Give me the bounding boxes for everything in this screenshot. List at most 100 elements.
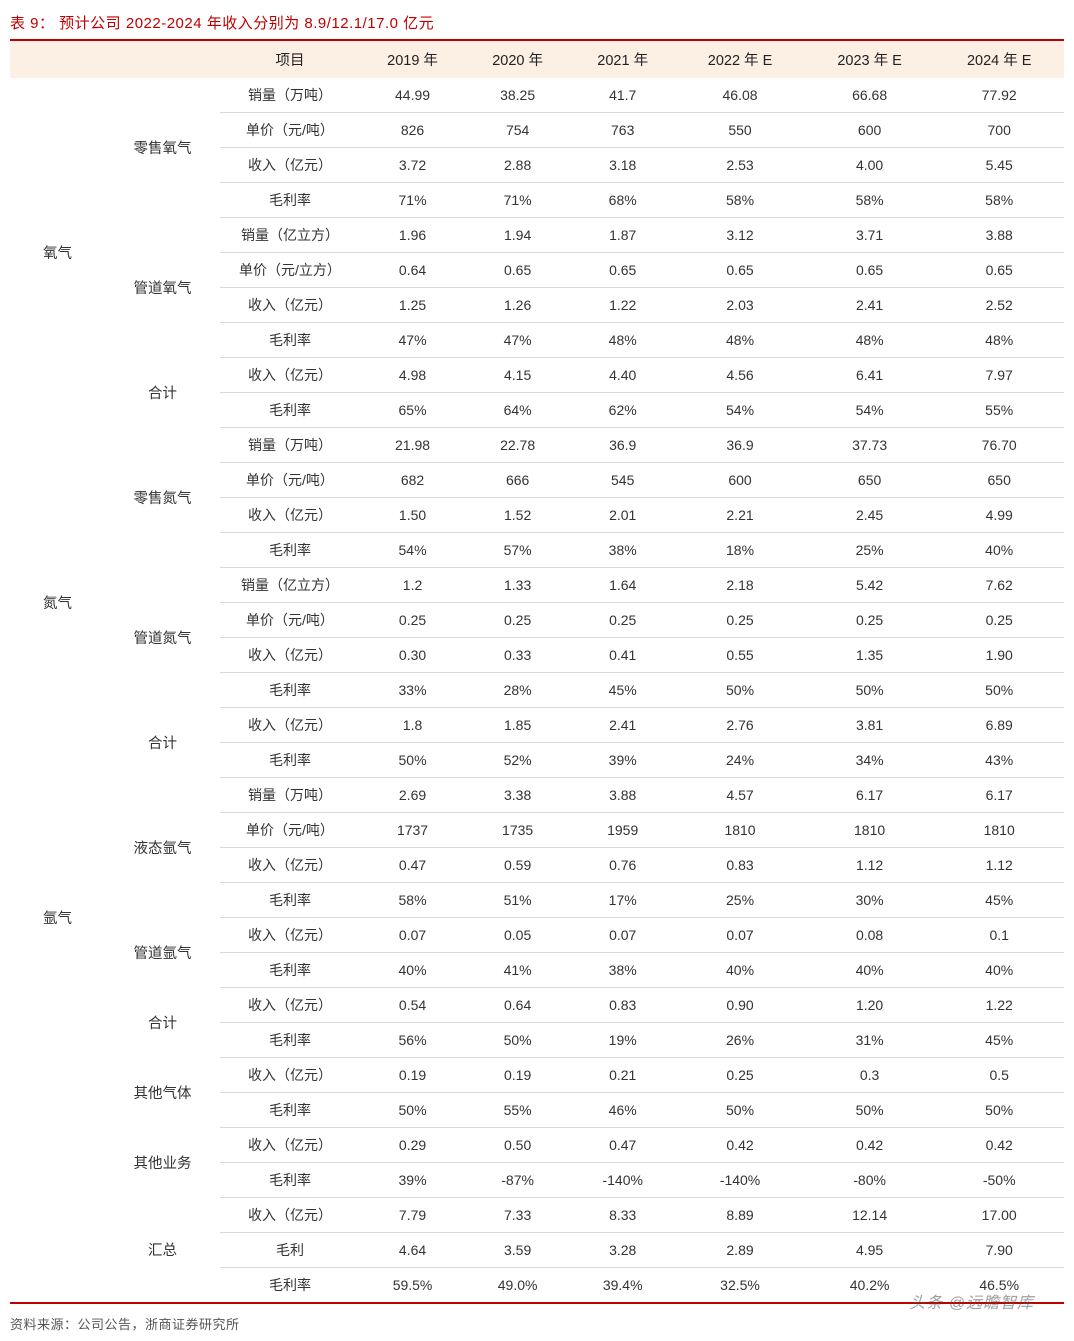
data-cell: 21.98 bbox=[360, 428, 465, 463]
data-cell: 0.65 bbox=[465, 253, 570, 288]
metric-label: 单价（元/立方） bbox=[220, 253, 360, 288]
data-cell: 0.19 bbox=[465, 1058, 570, 1093]
table-row: 氩气液态氩气销量（万吨）2.693.383.884.576.176.17 bbox=[10, 778, 1064, 813]
metric-label: 销量（万吨） bbox=[220, 428, 360, 463]
data-cell: 1.94 bbox=[465, 218, 570, 253]
metric-label: 收入（亿元） bbox=[220, 708, 360, 743]
data-cell: 52% bbox=[465, 743, 570, 778]
data-cell: 0.64 bbox=[360, 253, 465, 288]
data-cell: -80% bbox=[805, 1163, 935, 1198]
data-cell: 50% bbox=[360, 743, 465, 778]
metric-label: 收入（亿元） bbox=[220, 498, 360, 533]
data-cell: 650 bbox=[934, 463, 1064, 498]
data-cell: 0.25 bbox=[465, 603, 570, 638]
data-cell: 1.22 bbox=[570, 288, 675, 323]
data-cell: 4.40 bbox=[570, 358, 675, 393]
data-cell: 25% bbox=[675, 883, 805, 918]
metric-label: 毛利率 bbox=[220, 1163, 360, 1198]
data-cell: 2.01 bbox=[570, 498, 675, 533]
data-cell: 57% bbox=[465, 533, 570, 568]
data-cell: 0.08 bbox=[805, 918, 935, 953]
table-row: 氮气零售氮气销量（万吨）21.9822.7836.936.937.7376.70 bbox=[10, 428, 1064, 463]
data-cell: 6.89 bbox=[934, 708, 1064, 743]
data-cell: 0.42 bbox=[805, 1128, 935, 1163]
data-cell: 62% bbox=[570, 393, 675, 428]
metric-label: 毛利 bbox=[220, 1233, 360, 1268]
data-cell: 54% bbox=[805, 393, 935, 428]
data-cell: 47% bbox=[360, 323, 465, 358]
metric-label: 毛利率 bbox=[220, 1093, 360, 1128]
data-cell: 40% bbox=[675, 953, 805, 988]
data-cell: 682 bbox=[360, 463, 465, 498]
data-cell: 4.99 bbox=[934, 498, 1064, 533]
data-cell: 18% bbox=[675, 533, 805, 568]
data-cell: 22.78 bbox=[465, 428, 570, 463]
data-cell: 1959 bbox=[570, 813, 675, 848]
data-cell: 58% bbox=[805, 183, 935, 218]
data-cell: 39% bbox=[360, 1163, 465, 1198]
col-2022e: 2022 年 E bbox=[675, 40, 805, 78]
data-cell: 3.81 bbox=[805, 708, 935, 743]
data-cell: 2.03 bbox=[675, 288, 805, 323]
data-cell: 0.25 bbox=[934, 603, 1064, 638]
table-row: 合计收入（亿元）4.984.154.404.566.417.97 bbox=[10, 358, 1064, 393]
data-cell: 48% bbox=[934, 323, 1064, 358]
data-cell: 6.17 bbox=[805, 778, 935, 813]
data-cell: 31% bbox=[805, 1023, 935, 1058]
data-cell: 50% bbox=[360, 1093, 465, 1128]
data-cell: 0.55 bbox=[675, 638, 805, 673]
data-cell: 0.29 bbox=[360, 1128, 465, 1163]
data-cell: 3.18 bbox=[570, 148, 675, 183]
data-cell: 30% bbox=[805, 883, 935, 918]
data-cell: 2.41 bbox=[805, 288, 935, 323]
data-cell: 50% bbox=[934, 673, 1064, 708]
metric-label: 毛利率 bbox=[220, 323, 360, 358]
data-cell: 48% bbox=[805, 323, 935, 358]
col-2021: 2021 年 bbox=[570, 40, 675, 78]
forecast-table: 项目 2019 年 2020 年 2021 年 2022 年 E 2023 年 … bbox=[10, 39, 1064, 1304]
data-cell: 0.90 bbox=[675, 988, 805, 1023]
data-cell: 33% bbox=[360, 673, 465, 708]
metric-label: 收入（亿元） bbox=[220, 358, 360, 393]
data-cell: 1.50 bbox=[360, 498, 465, 533]
data-cell: 2.69 bbox=[360, 778, 465, 813]
data-cell: 39.4% bbox=[570, 1268, 675, 1304]
data-cell: 1.52 bbox=[465, 498, 570, 533]
metric-label: 毛利率 bbox=[220, 533, 360, 568]
table-source: 资料来源：公司公告，浙商证券研究所 bbox=[10, 1304, 1064, 1333]
category-level-2: 零售氧气 bbox=[105, 78, 220, 218]
data-cell: 17.00 bbox=[934, 1198, 1064, 1233]
data-cell: 763 bbox=[570, 113, 675, 148]
metric-label: 毛利率 bbox=[220, 393, 360, 428]
data-cell: 0.25 bbox=[675, 603, 805, 638]
data-cell: 38.25 bbox=[465, 78, 570, 113]
category-level-2: 零售氮气 bbox=[105, 428, 220, 568]
metric-label: 收入（亿元） bbox=[220, 848, 360, 883]
data-cell: 0.07 bbox=[675, 918, 805, 953]
data-cell: 7.97 bbox=[934, 358, 1064, 393]
data-cell: 4.57 bbox=[675, 778, 805, 813]
data-cell: 8.89 bbox=[675, 1198, 805, 1233]
data-cell: 666 bbox=[465, 463, 570, 498]
data-cell: 6.41 bbox=[805, 358, 935, 393]
data-cell: 25% bbox=[805, 533, 935, 568]
data-cell: 0.41 bbox=[570, 638, 675, 673]
data-cell: 8.33 bbox=[570, 1198, 675, 1233]
data-cell: 50% bbox=[465, 1023, 570, 1058]
col-2023e: 2023 年 E bbox=[805, 40, 935, 78]
data-cell: 0.25 bbox=[360, 603, 465, 638]
data-cell: 2.52 bbox=[934, 288, 1064, 323]
data-cell: 2.89 bbox=[675, 1233, 805, 1268]
data-cell: 3.28 bbox=[570, 1233, 675, 1268]
data-cell: 77.92 bbox=[934, 78, 1064, 113]
data-cell: 0.25 bbox=[805, 603, 935, 638]
data-cell: 0.64 bbox=[465, 988, 570, 1023]
data-cell: 1.90 bbox=[934, 638, 1064, 673]
data-cell: 2.53 bbox=[675, 148, 805, 183]
category-level-2: 其他业务 bbox=[105, 1128, 220, 1198]
data-cell: 0.50 bbox=[465, 1128, 570, 1163]
data-cell: 55% bbox=[465, 1093, 570, 1128]
data-cell: 0.21 bbox=[570, 1058, 675, 1093]
metric-label: 销量（亿立方） bbox=[220, 568, 360, 603]
data-cell: 0.25 bbox=[675, 1058, 805, 1093]
